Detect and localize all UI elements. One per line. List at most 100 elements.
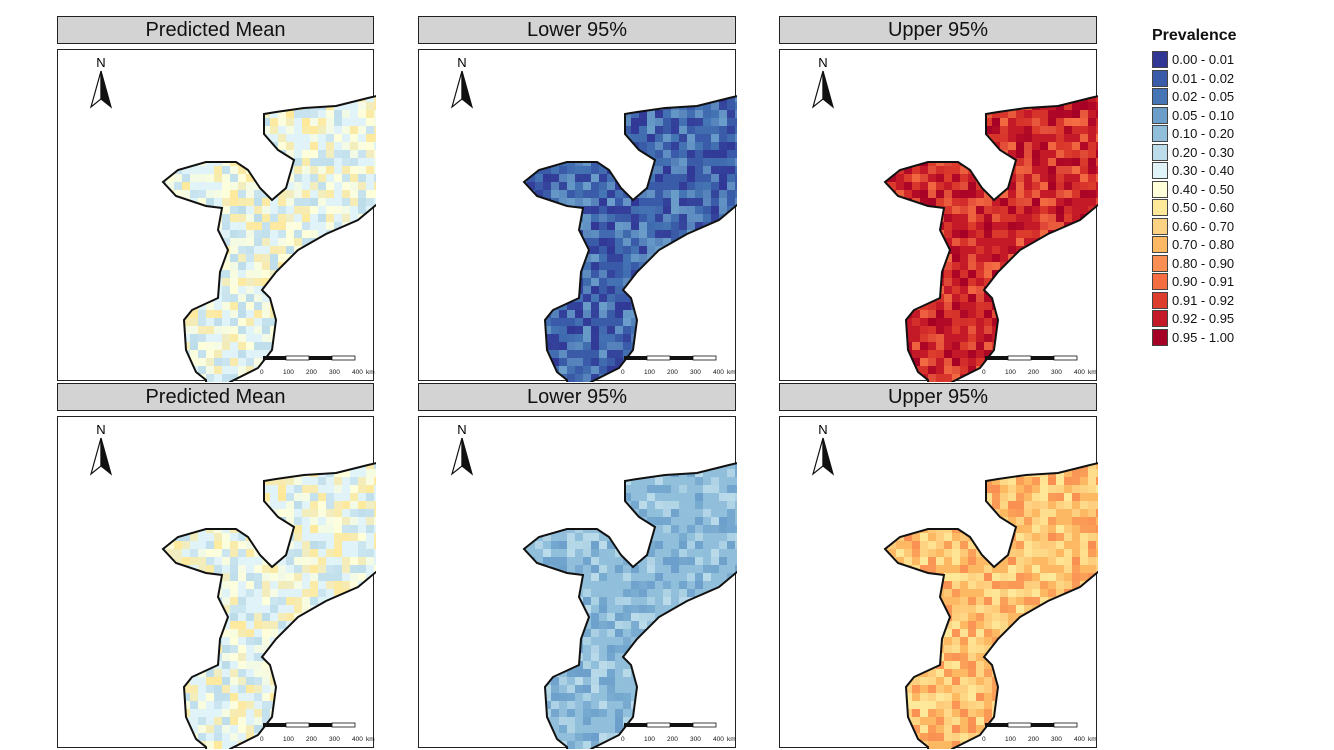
legend-label: 0.10 - 0.20 [1172,126,1235,141]
scale-bar: 0 100 200 300 400 km [619,721,739,743]
legend-swatch [1152,310,1168,327]
legend-swatch [1152,51,1168,68]
panel-row1-col2: Lower 95% N 0 100 200 300 400 km [418,16,739,382]
legend-item: 0.92 - 0.95 [1152,309,1312,328]
scale-tick-label: 300 [690,369,701,376]
legend-label: 0.95 - 1.00 [1172,329,1235,345]
north-arrow-icon: N [88,423,114,481]
legend-swatch [1152,106,1168,124]
map-svg [523,89,737,382]
legend-item: 0.00 - 0.01 [1152,50,1312,69]
legend-item: 0.60 - 0.70 [1152,217,1312,236]
legend-label: 0.90 - 0.91 [1172,274,1235,289]
map-svg [523,456,737,749]
legend-swatch [1152,143,1168,161]
north-label: N [96,55,106,70]
legend-items: 0.00 - 0.01 0.01 - 0.02 0.02 - 0.05 0.05 - … [1152,50,1312,346]
panel-row2-col1: Predicted Mean N 0 100 200 300 400 km [57,383,376,749]
scale-bar: 0 100 200 300 400 km [619,354,739,376]
legend-item: 0.10 - 0.20 [1152,124,1312,143]
legend-item: 0.80 - 0.90 [1152,254,1312,273]
legend-item: 0.50 - 0.60 [1152,198,1312,217]
map-svg [162,456,376,749]
scale-tick-label: 400 [352,736,363,743]
legend-label: 0.70 - 0.80 [1172,237,1235,252]
map-frame: N 0 100 200 300 400 km [779,416,1100,749]
map-svg [884,89,1098,382]
scale-unit-label: km [1088,736,1097,743]
panel-title: Lower 95% [418,16,736,44]
legend-item: 0.91 - 0.92 [1152,291,1312,310]
scale-tick-label: 400 [1074,736,1085,743]
scale-tick-label: 100 [1005,369,1016,376]
scale-tick-label: 100 [1005,736,1016,743]
legend-item: 0.20 - 0.30 [1152,143,1312,162]
scale-tick-label: 100 [644,736,655,743]
panel-title: Predicted Mean [57,383,374,411]
scale-tick-label: 300 [1051,369,1062,376]
scale-tick-label: 300 [329,369,340,376]
north-label: N [457,55,467,70]
panel-row1-col1: Predicted Mean N 0 100 200 300 400 km [57,16,376,382]
legend-label: 0.01 - 0.02 [1172,70,1235,86]
legend-swatch [1152,254,1168,272]
scale-tick-label: 100 [283,369,294,376]
legend-item: 0.01 - 0.02 [1152,69,1312,88]
north-arrow-icon: N [449,423,475,481]
scale-unit-label: km [727,369,736,376]
panel-row2-col2: Lower 95% N 0 100 200 300 400 km [418,383,739,749]
scale-unit-label: km [366,369,375,376]
legend: Prevalence 0.00 - 0.01 0.01 - 0.02 0.02 - … [1152,27,1312,346]
map-svg [884,456,1098,749]
legend-label: 0.92 - 0.95 [1172,311,1235,326]
legend-swatch [1152,69,1168,87]
scale-tick-label: 0 [260,736,264,743]
scale-bar: 0 100 200 300 400 km [258,354,378,376]
scale-tick-label: 0 [621,369,625,376]
scale-tick-label: 300 [690,736,701,743]
scale-tick-label: 200 [306,369,317,376]
scale-tick-label: 0 [982,736,986,743]
legend-swatch [1152,217,1168,235]
legend-item: 0.95 - 1.00 [1152,328,1312,347]
legend-item: 0.02 - 0.05 [1152,87,1312,106]
north-label: N [457,422,467,437]
panel-title: Lower 95% [418,383,736,411]
scale-tick-label: 400 [352,369,363,376]
north-label: N [96,422,106,437]
scale-tick-label: 400 [713,736,724,743]
scale-tick-label: 400 [713,369,724,376]
legend-swatch [1152,162,1168,179]
scale-tick-label: 0 [982,369,986,376]
legend-swatch [1152,328,1168,346]
legend-label: 0.00 - 0.01 [1172,52,1235,67]
map-frame: N 0 100 200 300 400 km [418,49,739,382]
scale-tick-label: 0 [260,369,264,376]
legend-label: 0.02 - 0.05 [1172,89,1235,104]
scale-tick-label: 200 [1028,736,1039,743]
legend-item: 0.05 - 0.10 [1152,106,1312,125]
scale-tick-label: 100 [644,369,655,376]
north-label: N [818,55,828,70]
scale-bar: 0 100 200 300 400 km [980,354,1100,376]
legend-swatch [1152,236,1168,253]
scale-tick-label: 100 [283,736,294,743]
legend-swatch [1152,180,1168,198]
legend-label: 0.60 - 0.70 [1172,218,1235,234]
map-frame: N 0 100 200 300 400 km [57,416,376,749]
legend-label: 0.30 - 0.40 [1172,163,1235,178]
scale-tick-label: 200 [667,736,678,743]
legend-label: 0.80 - 0.90 [1172,255,1235,271]
map-frame: N 0 100 200 300 400 km [779,49,1100,382]
legend-label: 0.05 - 0.10 [1172,107,1235,123]
scale-bar: 0 100 200 300 400 km [980,721,1100,743]
legend-swatch [1152,291,1168,309]
legend-swatch [1152,88,1168,105]
scale-unit-label: km [1088,369,1097,376]
panel-title: Upper 95% [779,16,1097,44]
scale-unit-label: km [727,736,736,743]
map-frame: N 0 100 200 300 400 km [418,416,739,749]
north-arrow-icon: N [449,56,475,114]
scale-tick-label: 300 [1051,736,1062,743]
scale-tick-label: 200 [306,736,317,743]
